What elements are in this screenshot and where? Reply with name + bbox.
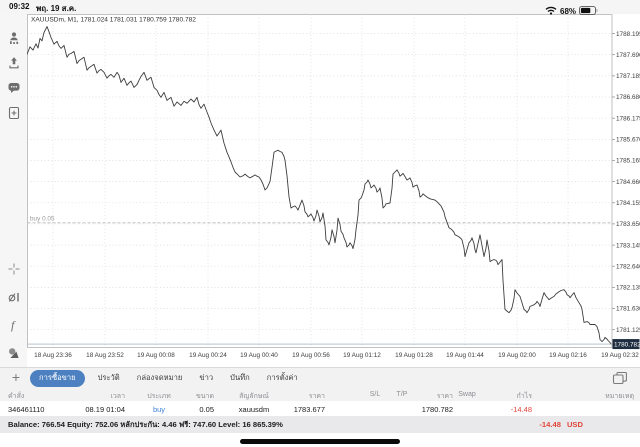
position-row[interactable]: 346461110 08.19 01:04 buy 0.05 xauusdm 1783.6… <box>0 401 640 415</box>
price-axis-label: 1788.195 <box>616 31 640 38</box>
home-indicator[interactable] <box>240 439 400 444</box>
current-price-badge <box>612 339 640 350</box>
tab-0[interactable]: การซื้อขาย <box>30 369 85 387</box>
col-header-open-price[interactable]: ราคา <box>308 393 325 400</box>
price-axis-label: 1784.155 <box>616 200 640 207</box>
price-axis-label: 1781.125 <box>616 327 640 334</box>
status-bar: 09:32 พฤ. 19 ส.ค. 68% <box>0 0 640 16</box>
col-header-symbol[interactable]: สัญลักษณ์ <box>239 393 269 400</box>
tab-4[interactable]: บันทึก <box>230 373 250 382</box>
col-header-volume[interactable]: ขนาด <box>195 393 214 400</box>
price-axis-label: 1787.690 <box>616 52 640 59</box>
crosshair-icon[interactable] <box>0 259 27 279</box>
cell-profit: -14.48 <box>510 404 532 414</box>
price-axis-label: 1786.680 <box>616 94 640 101</box>
account-summary-text: Balance: 766.54 Equity: 752.06 หลักประกั… <box>8 419 283 429</box>
price-axis-label: 1783.650 <box>616 221 640 228</box>
price-axis-label: 1781.630 <box>616 306 640 313</box>
svg-text:f: f <box>11 318 16 332</box>
price-axis-label: 1782.135 <box>616 285 640 292</box>
cell-type: buy <box>152 404 166 414</box>
col-header-time[interactable]: เวลา <box>110 393 125 400</box>
chart-ohlc-header: XAUUSDm, M1, 1781.024 1781.031 1780.759 … <box>31 17 196 24</box>
cell-time: 08.19 01:04 <box>85 404 125 414</box>
tab-3[interactable]: ข่าว <box>199 373 214 382</box>
time-axis-label: 19 Aug 00:24 <box>189 352 227 359</box>
time-axis-label: 19 Aug 02:16 <box>549 352 587 359</box>
time-axis-label: 19 Aug 00:56 <box>292 352 330 359</box>
cell-current-price: 1780.782 <box>421 404 453 414</box>
objects-icon[interactable] <box>0 287 27 307</box>
tab-bar-items: การซื้อขาย ประวัติ กล่องจดหมาย ข่าว บันทึก กา… <box>30 368 302 388</box>
cell-order: 346461110 <box>8 404 45 414</box>
col-header-profit[interactable]: กำไร <box>516 393 532 400</box>
time-axis-label: 19 Aug 01:44 <box>446 352 484 359</box>
price-line-series <box>26 26 612 345</box>
time-axis-label: 19 Aug 00:08 <box>137 352 175 359</box>
chart-plot-area[interactable] <box>27 14 613 348</box>
col-header-tp[interactable]: T/P <box>396 391 408 398</box>
indicators-icon[interactable]: f <box>0 315 27 335</box>
price-axis-label: 1785.670 <box>616 137 640 144</box>
col-header-order[interactable]: คำสั่ง <box>8 393 25 400</box>
price-axis-label: 1787.185 <box>616 73 640 80</box>
price-axis-label: 1784.660 <box>616 179 640 186</box>
trade-icon[interactable] <box>0 53 27 73</box>
total-profit-currency: USD <box>566 420 583 429</box>
cell-symbol: xauusdm <box>238 404 270 414</box>
tab-5[interactable]: การตั้งค่า <box>266 373 298 382</box>
chat-icon[interactable] <box>0 78 27 98</box>
time-axis-label: 18 Aug 23:52 <box>86 352 124 359</box>
tab-2[interactable]: กล่องจดหมาย <box>136 373 183 382</box>
current-price-label: 1780.782 <box>614 341 640 348</box>
account-icon[interactable] <box>0 28 27 48</box>
col-header-type[interactable]: ประเภท <box>147 393 171 400</box>
buy-position-label: buy 0.05 <box>30 215 55 222</box>
graphics-icon[interactable] <box>0 343 27 363</box>
account-summary-bar: Balance: 766.54 Equity: 752.06 หลักประกั… <box>0 416 640 433</box>
time-axis-label: 18 Aug 23:36 <box>34 352 72 359</box>
price-axis-label: 1785.165 <box>616 158 640 165</box>
time-axis-label: 19 Aug 02:00 <box>498 352 536 359</box>
terminal-panel: + การซื้อขาย ประวัติ กล่องจดหมาย ข่าว บันทึก… <box>0 367 640 447</box>
time-axis-label: 19 Aug 02:32 <box>601 352 639 359</box>
total-profit: -14.48 USD <box>539 420 583 429</box>
wifi-icon <box>545 2 557 20</box>
add-tab-button[interactable]: + <box>11 369 21 385</box>
col-header-comment[interactable]: หมายเหตุ <box>605 393 634 400</box>
tab-1[interactable]: ประวัติ <box>97 373 120 382</box>
new-order-icon[interactable] <box>0 103 27 123</box>
battery-percent: 68% <box>560 6 577 16</box>
time-axis-label: 19 Aug 01:12 <box>343 352 381 359</box>
col-header-swap[interactable]: Swap <box>458 391 476 398</box>
cell-volume: 0.05 <box>199 404 214 414</box>
time-axis-label: 19 Aug 00:40 <box>240 352 278 359</box>
positions-table-header: คำสั่ง เวลา ประเภท ขนาด สัญลักษณ์ ราคา S/L T/P ร… <box>0 388 640 401</box>
price-axis-label: 1786.175 <box>616 115 640 122</box>
col-header-current-price[interactable]: ราคา <box>436 393 453 400</box>
cell-open-price: 1783.677 <box>293 404 325 414</box>
time-axis-label: 19 Aug 01:28 <box>395 352 433 359</box>
price-axis-label: 1782.640 <box>616 263 640 270</box>
price-chart[interactable]: 1788.195 1787.690 1787.185 1786.680 1786.175… <box>0 0 640 367</box>
terminal-tab-bar: + การซื้อขาย ประวัติ กล่องจดหมาย ข่าว บันทึก… <box>0 368 640 388</box>
price-axis-label: 1783.145 <box>616 242 640 249</box>
total-profit-value: -14.48 <box>539 420 561 429</box>
col-header-sl[interactable]: S/L <box>369 391 381 398</box>
panels-layout-icon[interactable] <box>612 371 628 390</box>
clock: 09:32 <box>9 2 30 11</box>
status-date: พฤ. 19 ส.ค. <box>36 4 77 13</box>
battery-icon <box>579 2 599 20</box>
left-toolbar: f M1 <box>0 14 27 375</box>
